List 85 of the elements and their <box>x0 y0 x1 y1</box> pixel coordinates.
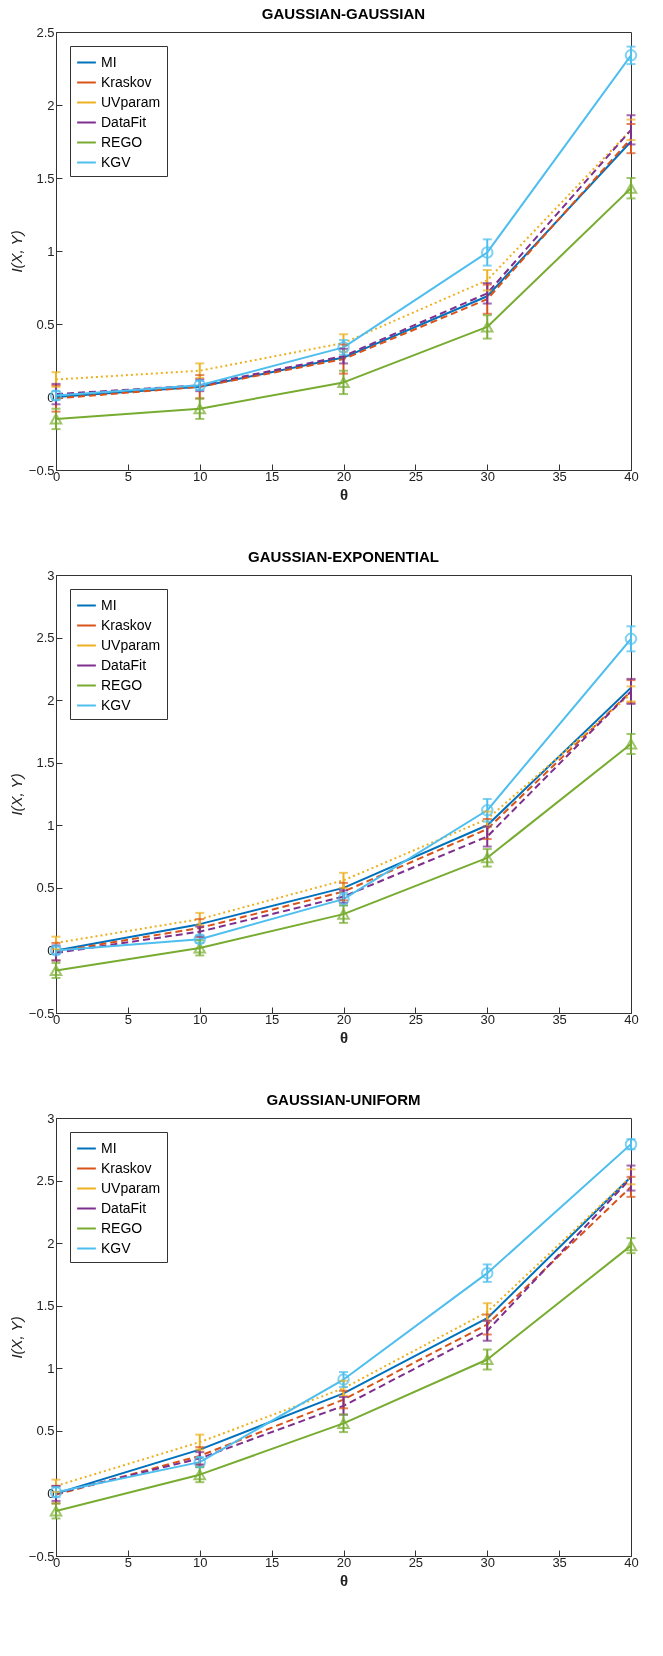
legend-label: UVparam <box>101 636 161 653</box>
point <box>49 413 63 425</box>
point <box>337 1417 350 1429</box>
y-tick-label: 0.5 <box>36 880 55 896</box>
y-tick-label: 3 <box>47 1110 55 1126</box>
x-tick-label: 10 <box>193 1011 208 1027</box>
point <box>193 403 206 415</box>
y-tick-label: 2 <box>47 692 55 708</box>
x-tick-label: 25 <box>408 1554 424 1570</box>
x-tick-label: 35 <box>552 1554 567 1570</box>
legend-label: Kraskov <box>101 73 152 90</box>
x-tick-label: 10 <box>193 468 208 484</box>
y-tick-label: 2.5 <box>36 1173 55 1189</box>
legend-label: MI <box>101 53 117 70</box>
legend-label: REGO <box>101 1219 143 1236</box>
x-tick-label: 20 <box>336 1011 352 1027</box>
y-tick-label: 1 <box>47 817 55 833</box>
point <box>624 738 638 750</box>
x-tick-label: 15 <box>264 468 280 484</box>
x-tick-label: 5 <box>124 1554 132 1570</box>
x-tick-label: 30 <box>480 1554 495 1570</box>
x-tick-label: 40 <box>624 1554 639 1570</box>
point <box>624 49 638 62</box>
x-axis-title: θ <box>339 485 349 503</box>
legend-label: REGO <box>101 133 143 150</box>
y-axis-title: I(X, Y) <box>7 773 25 816</box>
x-tick-label: 40 <box>624 1011 639 1027</box>
point <box>481 852 494 864</box>
x-tick-label: 10 <box>193 1554 208 1570</box>
chart-title: GAUSSIAN-UNIFORM <box>266 1091 421 1108</box>
x-axis-title: θ <box>339 1571 349 1589</box>
legend-label: DataFit <box>101 1199 147 1216</box>
legend-label: KGV <box>101 696 132 713</box>
point <box>624 182 638 194</box>
chart-title: GAUSSIAN-GAUSSIAN <box>261 5 426 22</box>
y-tick-label: 2 <box>47 97 55 113</box>
x-tick-label: 35 <box>552 1011 567 1027</box>
x-tick-label: 35 <box>552 468 567 484</box>
legend-label: MI <box>101 1139 117 1156</box>
legend-label: KGV <box>101 1239 132 1256</box>
legend-label: UVparam <box>101 93 161 110</box>
x-tick-label: 25 <box>408 1011 424 1027</box>
legend-label: REGO <box>101 676 143 693</box>
point <box>337 376 350 388</box>
point <box>337 1373 350 1386</box>
y-tick-label: 2.5 <box>36 630 55 646</box>
x-tick-label: 20 <box>336 468 352 484</box>
y-tick-label: 1.5 <box>36 1298 55 1314</box>
y-tick-label: 1 <box>47 243 55 259</box>
y-tick-label: 0.5 <box>36 316 55 332</box>
y-tick-label: 1.5 <box>36 755 55 771</box>
y-tick-label: 2.5 <box>36 24 55 40</box>
point <box>624 632 638 646</box>
x-tick-label: 5 <box>124 468 132 484</box>
x-tick-label: 25 <box>408 468 424 484</box>
point <box>481 321 494 333</box>
x-axis-title: θ <box>339 1028 349 1046</box>
y-tick-label: 0 <box>47 942 55 958</box>
y-tick-label: 0.5 <box>36 1423 55 1439</box>
point <box>481 1353 494 1366</box>
x-tick-label: 30 <box>480 1011 495 1027</box>
legend-label: MI <box>101 596 117 613</box>
chart-title: GAUSSIAN-EXPONENTIAL <box>248 548 439 565</box>
legend-label: UVparam <box>101 1179 161 1196</box>
x-tick-label: 20 <box>336 1554 352 1570</box>
y-tick-label: 1.5 <box>36 170 55 186</box>
point <box>481 804 494 817</box>
y-tick-label: 3 <box>47 567 55 583</box>
x-tick-label: 15 <box>264 1554 280 1570</box>
y-axis-title: I(X, Y) <box>7 230 25 273</box>
y-axis-title: I(X, Y) <box>7 1316 25 1359</box>
legend-label: DataFit <box>101 113 147 130</box>
legend-label: KGV <box>101 153 132 170</box>
y-tick-label: 2 <box>47 1235 55 1251</box>
point <box>481 246 494 259</box>
x-tick-label: 30 <box>480 468 495 484</box>
y-tick-label: 1 <box>47 1360 55 1376</box>
x-tick-label: 40 <box>624 468 639 484</box>
legend-label: Kraskov <box>101 1159 152 1176</box>
x-tick-label: 15 <box>264 1011 280 1027</box>
point <box>337 908 350 920</box>
legend-label: DataFit <box>101 656 147 673</box>
legend-label: Kraskov <box>101 616 152 633</box>
x-tick-label: 5 <box>124 1011 132 1027</box>
y-tick-label: 0 <box>47 1485 55 1501</box>
